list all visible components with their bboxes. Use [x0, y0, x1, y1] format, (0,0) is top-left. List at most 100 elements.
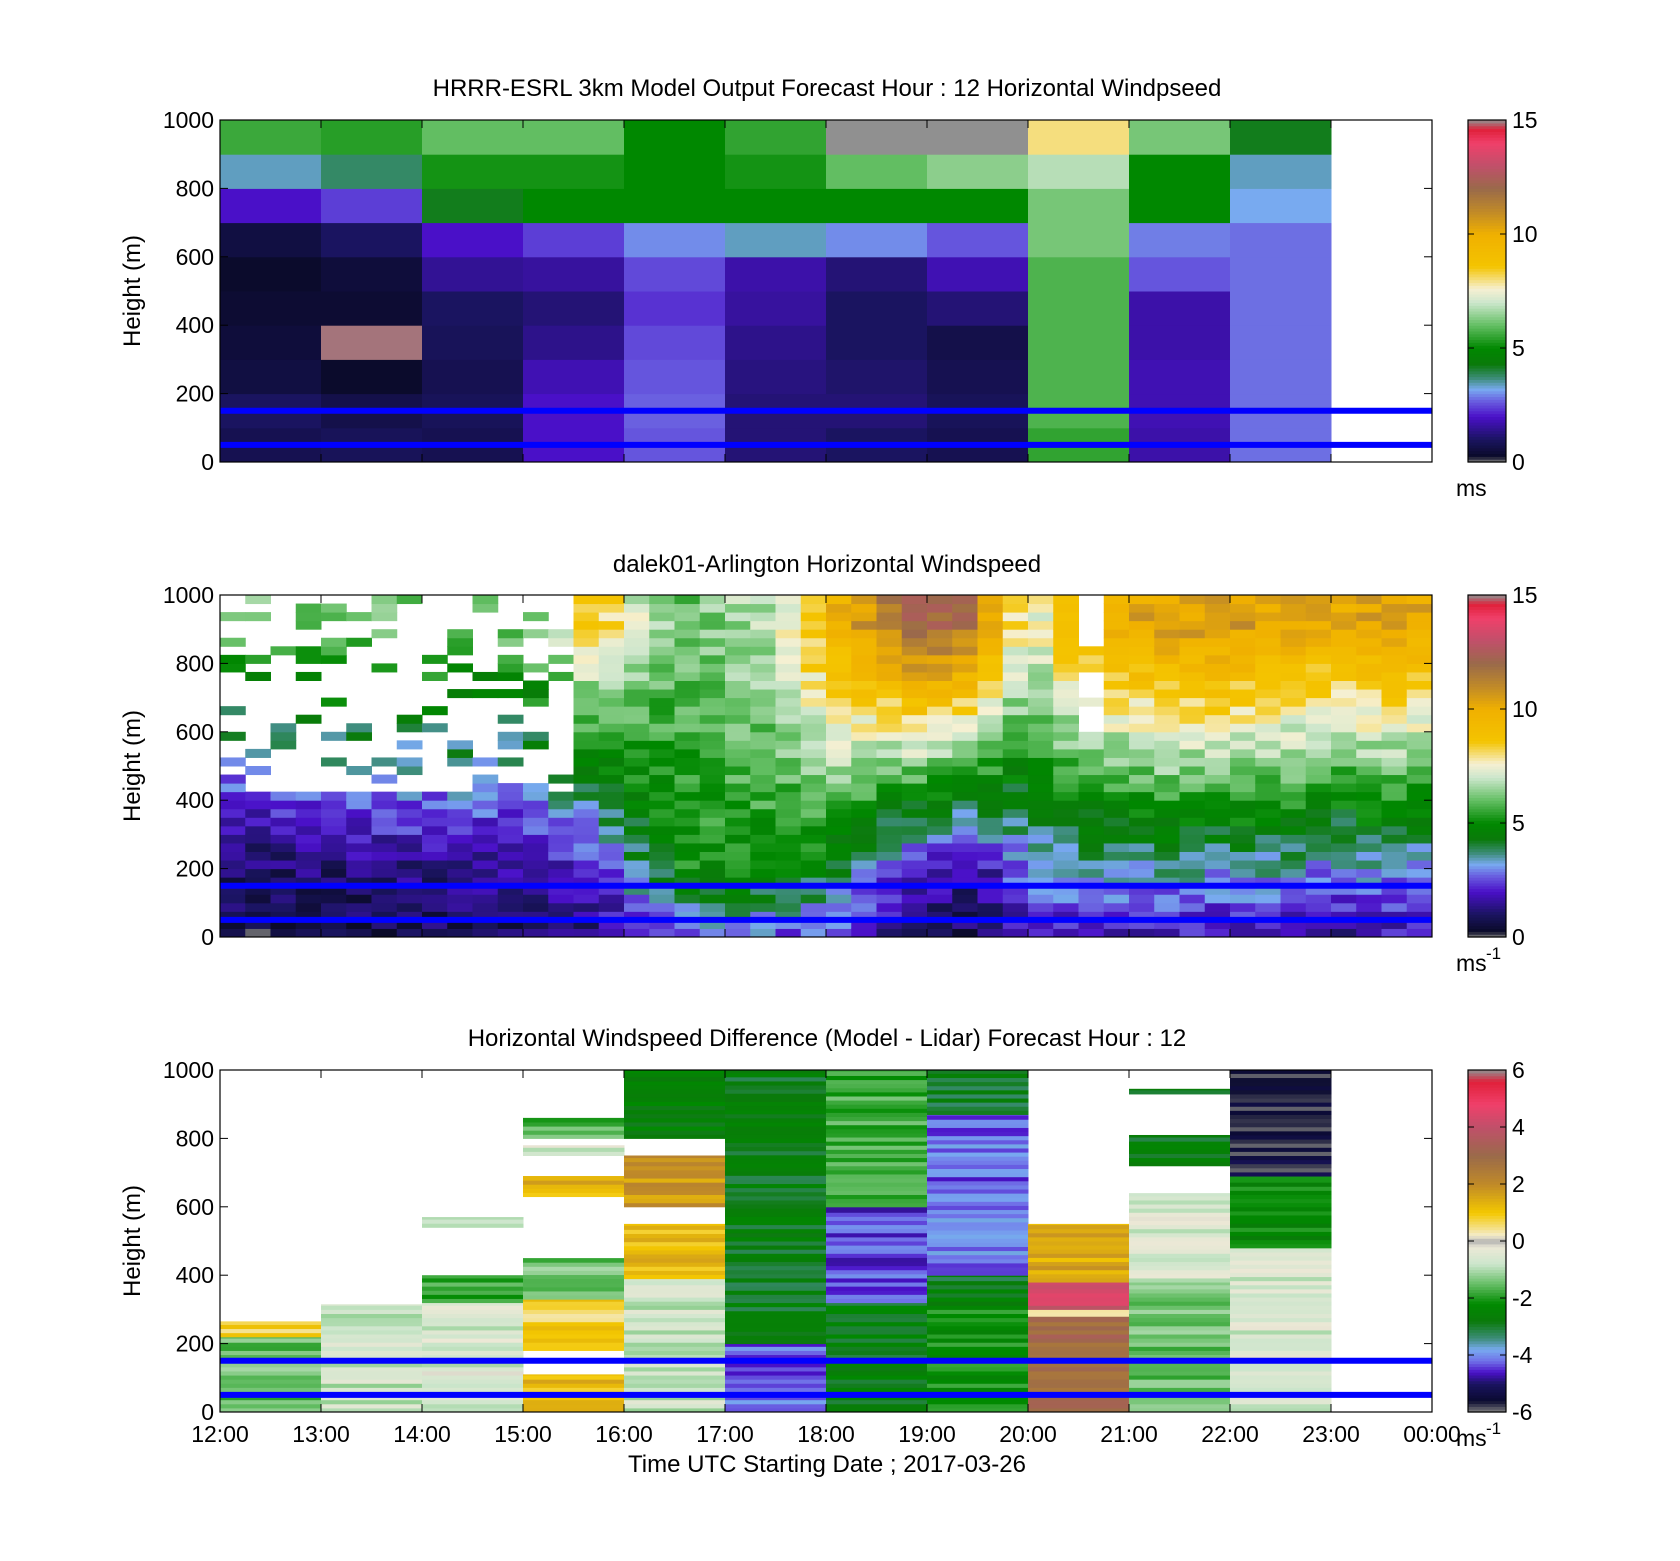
heatmap-cell: [725, 1228, 827, 1234]
heatmap-cell: [220, 1379, 322, 1384]
heatmap-cell: [422, 1403, 524, 1409]
heatmap-cell: [1406, 825, 1433, 835]
heatmap-cell: [1356, 877, 1382, 887]
heatmap-cell: [826, 868, 852, 878]
colorbar-segment: [1468, 1175, 1506, 1179]
heatmap-cell: [422, 706, 448, 716]
heatmap-cell: [1179, 817, 1206, 827]
heatmap-cell: [826, 1366, 928, 1372]
heatmap-cell: [422, 1362, 524, 1368]
heatmap-cell: [927, 1106, 1029, 1111]
heatmap-cell: [523, 860, 549, 870]
colorbar-segment: [1468, 399, 1506, 403]
colorbar-segment: [1468, 1275, 1506, 1279]
heatmap-cell: [725, 1302, 827, 1308]
heatmap-cell: [1230, 1110, 1332, 1115]
heatmap-cell: [851, 766, 877, 776]
heatmap-cell: [1381, 885, 1408, 895]
heatmap-cell: [1154, 671, 1180, 681]
heatmap-cell: [826, 748, 852, 758]
colorbar-tick-label: 6: [1512, 1057, 1525, 1083]
colorbar-segment: [1468, 814, 1506, 818]
heatmap-cell: [1406, 706, 1433, 716]
colorbar-segment: [1468, 603, 1506, 607]
heatmap-cell: [649, 842, 675, 852]
heatmap-cell: [1028, 1265, 1130, 1271]
heatmap-cell: [977, 757, 1004, 767]
heatmap-cell: [775, 791, 802, 801]
heatmap-cell: [624, 928, 650, 938]
heatmap-cell: [826, 1407, 928, 1413]
heatmap-cell: [523, 731, 549, 741]
heatmap-cell: [826, 1198, 928, 1204]
colorbar-segment: [1468, 728, 1506, 733]
heatmap-cell: [1381, 595, 1408, 605]
colorbar-segment: [1468, 1363, 1506, 1367]
colorbar-segment: [1468, 1181, 1506, 1185]
heatmap-cell: [1356, 911, 1382, 921]
heatmap-cell: [497, 791, 524, 801]
colorbar-unit: ms: [1456, 950, 1487, 976]
colorbar-segment: [1468, 433, 1506, 437]
heatmap-cell: [1028, 612, 1054, 622]
colorbar-segment: [1468, 251, 1506, 255]
colorbar-segment: [1468, 162, 1506, 167]
colorbar-segment: [1468, 840, 1506, 844]
colorbar-segment: [1468, 339, 1506, 343]
colorbar-segment: [1468, 430, 1506, 435]
colorbar-segment: [1468, 720, 1506, 724]
colorbar-segment: [1468, 390, 1506, 395]
heatmap-cell: [1028, 894, 1054, 904]
heatmap-cell: [826, 1249, 928, 1254]
heatmap-cell: [725, 723, 751, 733]
heatmap-cell: [927, 1205, 1029, 1211]
heatmap-cell: [371, 612, 398, 622]
heatmap-cell: [952, 680, 978, 690]
heatmap-cell: [321, 919, 347, 929]
heatmap-cell: [1028, 620, 1054, 630]
colorbar-segment: [1468, 182, 1506, 187]
heatmap-cell: [1002, 791, 1029, 801]
heatmap-cell: [775, 885, 802, 895]
colorbar-segment: [1468, 691, 1506, 696]
colorbar-segment: [1468, 748, 1506, 753]
heatmap-cell: [1129, 1362, 1231, 1368]
heatmap-cell: [826, 731, 852, 741]
heatmap-cell: [1078, 868, 1105, 878]
heatmap-cell: [977, 766, 1004, 776]
heatmap-cell: [1028, 629, 1054, 639]
heatmap-cell: [649, 706, 675, 716]
heatmap-cell: [497, 868, 524, 878]
heatmap-cell: [952, 671, 978, 681]
heatmap-cell: [901, 919, 928, 929]
heatmap-cell: [901, 629, 928, 639]
colorbar-segment: [1468, 649, 1506, 653]
heatmap-cell: [1028, 1321, 1130, 1327]
heatmap-cell: [220, 902, 246, 912]
heatmap-cell: [1078, 731, 1105, 741]
heatmap-cell: [1103, 851, 1130, 861]
heatmap-cell: [750, 791, 776, 801]
heatmap-cell: [624, 817, 650, 827]
heatmap-cell: [1381, 919, 1408, 929]
heatmap-cell: [1028, 1236, 1130, 1242]
heatmap-cell: [851, 877, 877, 887]
heatmap-cell: [1356, 740, 1382, 750]
heatmap-cell: [876, 825, 903, 835]
heatmap-cell: [624, 860, 650, 870]
heatmap-cell: [1255, 612, 1281, 622]
colorbar-segment: [1468, 620, 1506, 625]
colorbar-segment: [1468, 717, 1506, 721]
heatmap-cell: [1028, 154, 1130, 189]
heatmap-cell: [927, 1284, 1029, 1290]
heatmap-cell: [826, 359, 928, 395]
heatmap-cell: [1255, 834, 1281, 844]
heatmap-cell: [598, 595, 625, 605]
colorbar-segment: [1468, 1072, 1506, 1077]
heatmap-cell: [876, 654, 903, 664]
heatmap-cell: [826, 851, 852, 861]
heatmap-cell: [523, 359, 625, 395]
heatmap-cell: [851, 671, 877, 681]
heatmap-cell: [1230, 1383, 1332, 1388]
heatmap-cell: [346, 834, 372, 844]
